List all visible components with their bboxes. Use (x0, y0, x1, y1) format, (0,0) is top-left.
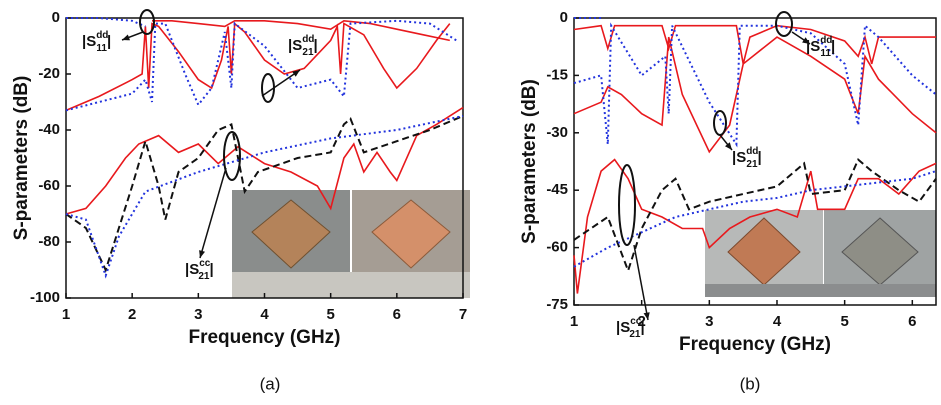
y-tick-label: -45 (546, 181, 568, 198)
x-tick-label: 7 (459, 306, 467, 323)
annotation-suffix: | (107, 33, 111, 50)
series-line (66, 17, 146, 28)
plot-frame (573, 17, 937, 306)
arrow-head (802, 37, 810, 44)
y-tick-label: -60 (38, 177, 60, 194)
x-axis-label: Frequency (GHz) (188, 327, 340, 348)
y-tick-label: 0 (52, 9, 60, 26)
x-tick-label: 3 (194, 306, 202, 323)
annotation-sub: 21 (302, 47, 314, 58)
x-tick-label: 6 (908, 313, 916, 330)
inset-photo-a (232, 190, 470, 298)
annotation-suffix: | (209, 261, 213, 278)
x-tick-label: 6 (393, 306, 401, 323)
y-tick-label: -100 (30, 289, 60, 306)
x-axis-label: Frequency (GHz) (679, 334, 831, 355)
y-tick-label: -80 (38, 233, 60, 250)
y-tick-label: -40 (38, 121, 60, 138)
x-tick-label: 1 (570, 313, 578, 330)
x-tick-label: 4 (260, 306, 269, 323)
arrow-head (725, 142, 732, 150)
annotation-sup: cc (199, 258, 211, 269)
x-tick-label: 1 (62, 306, 70, 323)
x-tick-label: 2 (128, 306, 136, 323)
x-tick-label: 3 (705, 313, 713, 330)
annotation-prefix: |S (806, 38, 820, 55)
annotation-prefix: |S (288, 37, 302, 54)
annotation-sub: 21 (198, 271, 210, 282)
annotation: |Sdd 21| (732, 146, 762, 170)
annotation-ellipse (618, 164, 636, 246)
annotation-arrow (199, 167, 227, 259)
annotation-sub: 11 (96, 43, 107, 54)
annotation-sub: 21 (629, 329, 641, 340)
annotation: |Scc 21| (185, 258, 214, 282)
y-tick-label: -15 (546, 66, 568, 83)
y-tick-label: 0 (560, 9, 568, 26)
arrow-head (199, 250, 205, 258)
series-line (65, 106, 464, 215)
series-line (573, 170, 937, 268)
series-line (573, 24, 936, 65)
series-line (573, 158, 937, 294)
annotation-sup: dd (96, 30, 108, 41)
y-tick-label: -20 (38, 65, 60, 82)
annotation-suffix: | (314, 37, 318, 54)
y-tick-label: -30 (546, 124, 568, 141)
annotation-ellipse (139, 9, 155, 35)
annotation-suffix: | (831, 38, 835, 55)
annotation-sup: dd (820, 35, 832, 46)
series-line (573, 36, 937, 154)
annotation: |Scc 21| (616, 316, 645, 340)
annotation-sup: dd (746, 146, 758, 157)
annotation: |Sdd 21| (288, 34, 318, 58)
arrow-head (122, 34, 130, 41)
caption: (b) (740, 374, 761, 393)
annotation-sub: 21 (746, 159, 758, 170)
annotation-suffix: | (758, 149, 762, 166)
y-tick-label: -75 (546, 296, 568, 313)
series-line (573, 22, 937, 148)
annotation-ellipse (223, 131, 241, 181)
annotation: |Sdd 11| (806, 35, 835, 59)
series-line (573, 157, 937, 274)
annotation-prefix: |S (185, 261, 199, 278)
y-axis-label: S-parameters (dB) (519, 79, 540, 244)
annotation-suffix: | (640, 319, 644, 336)
inset-photo-b (705, 210, 936, 297)
x-tick-label: 2 (637, 313, 645, 330)
x-tick-label: 5 (326, 306, 334, 323)
annotation-arrow (261, 69, 301, 97)
arrow-head (643, 312, 650, 320)
y-axis-label: S-parameters (dB) (11, 76, 32, 241)
y-tick-label: -60 (546, 239, 568, 256)
annotation-arrow (633, 244, 649, 321)
annotation-ellipse (713, 110, 727, 136)
series-line (65, 19, 457, 112)
annotation-ellipse (261, 73, 275, 103)
annotation-sub: 11 (820, 48, 831, 59)
annotation-prefix: |S (616, 319, 630, 336)
annotation-prefix: |S (732, 149, 746, 166)
series-line (65, 115, 464, 279)
series-line (65, 115, 464, 273)
caption: (a) (260, 374, 281, 393)
x-tick-label: 5 (840, 313, 848, 330)
annotation-sup: dd (302, 34, 314, 45)
x-tick-label: 4 (773, 313, 782, 330)
annotation: |Sdd 11| (82, 30, 111, 54)
annotation-sup: cc (630, 316, 642, 327)
annotation-prefix: |S (82, 33, 96, 50)
series-line (152, 19, 450, 42)
arrow-head (292, 70, 300, 77)
annotation-ellipse (775, 11, 793, 37)
series-line (65, 21, 451, 112)
